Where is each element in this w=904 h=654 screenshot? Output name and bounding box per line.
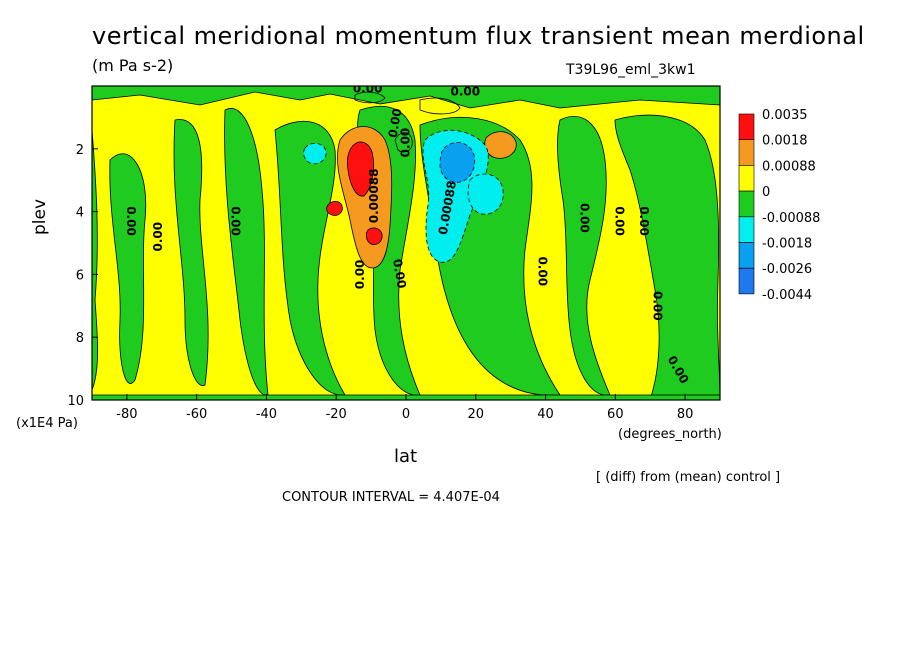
contour-label: 0.00 — [651, 291, 665, 321]
x-tick-label: 60 — [607, 407, 624, 422]
chart-units: (m Pa s-2) — [92, 56, 174, 75]
x-tick-label: -40 — [256, 407, 277, 422]
y-tick-label: 10 — [67, 394, 84, 409]
negative-blue-regions — [439, 141, 476, 183]
contour-label: 0.00 — [451, 84, 481, 98]
colorbar: 0.0035 0.0018 0.00088 0 -0.00088 -0.0018 -0.00… — [738, 108, 820, 303]
colorbar-label: 0.0035 — [762, 108, 808, 123]
x-axis-label: lat — [394, 446, 418, 467]
colorbar-label: -0.0018 — [762, 237, 812, 252]
y-axis-units: (x1E4 Pa) — [16, 416, 78, 431]
positive-red-regions — [326, 141, 383, 245]
y-tick-label: 4 — [76, 206, 84, 221]
contour-label: 0.00 — [577, 203, 591, 233]
contour-label: 0.00 — [386, 107, 405, 139]
x-tick-label: 80 — [677, 407, 694, 422]
contour-label: 0.00 — [353, 260, 367, 290]
x-axis-units: (degrees_north) — [618, 427, 722, 442]
y-tick-label: 6 — [76, 268, 84, 283]
colorbar-swatch — [738, 267, 755, 295]
x-tick-label: -60 — [186, 407, 207, 422]
contour-label: 0.00 — [637, 206, 651, 236]
y-tick-label: 2 — [76, 143, 84, 158]
colorbar-swatch — [738, 190, 755, 218]
contour-label: 0.00 — [151, 222, 165, 252]
colorbar-swatch — [738, 113, 755, 141]
x-tick-label: 40 — [537, 407, 554, 422]
contour-label: 0.00088 — [367, 169, 381, 224]
chart-title: vertical meridional momentum flux transi… — [92, 22, 865, 50]
colorbar-swatch — [738, 242, 755, 269]
colorbar-label: -0.00088 — [762, 211, 820, 226]
x-tick-label: -80 — [116, 407, 137, 422]
contour-label: 0.00 — [353, 81, 383, 95]
contour-label: 0.00 — [536, 256, 550, 286]
colorbar-swatch — [738, 216, 755, 243]
colorbar-label: 0.0018 — [762, 134, 808, 149]
x-axis: -80 -60 -40 -20 0 20 40 60 80 — [116, 394, 693, 422]
contour-lines — [354, 91, 461, 153]
colorbar-swatch — [738, 139, 755, 166]
contour-label: 0.00 — [124, 206, 138, 236]
contour-label: 0.00 — [390, 258, 409, 290]
colorbar-label: 0.00088 — [762, 159, 816, 174]
contour-interval: CONTOUR INTERVAL = 4.407E-04 — [282, 490, 500, 505]
run-id: T39L96_eml_3kw1 — [566, 62, 696, 78]
contour-label: 0.00 — [612, 206, 626, 236]
colorbar-label: -0.0044 — [762, 288, 812, 303]
x-tick-label: 20 — [468, 407, 485, 422]
colorbar-label: 0 — [762, 185, 770, 200]
x-tick-label: 0 — [402, 407, 410, 422]
y-axis-label: plev — [30, 198, 50, 235]
colorbar-swatch — [738, 165, 755, 192]
plot-area: 0.000.000.000.00 0.000.000.000.000.000.00… — [92, 81, 720, 400]
diff-note: [ (diff) from (mean) control ] — [596, 470, 781, 485]
y-axis: 2 4 6 8 10 — [67, 143, 98, 409]
contour-label: 0.00 — [229, 206, 243, 236]
colorbar-label: -0.0026 — [762, 262, 812, 277]
y-tick-label: 8 — [76, 331, 84, 346]
x-tick-label: -20 — [326, 407, 347, 422]
contour-label: 0.00 — [398, 128, 412, 158]
